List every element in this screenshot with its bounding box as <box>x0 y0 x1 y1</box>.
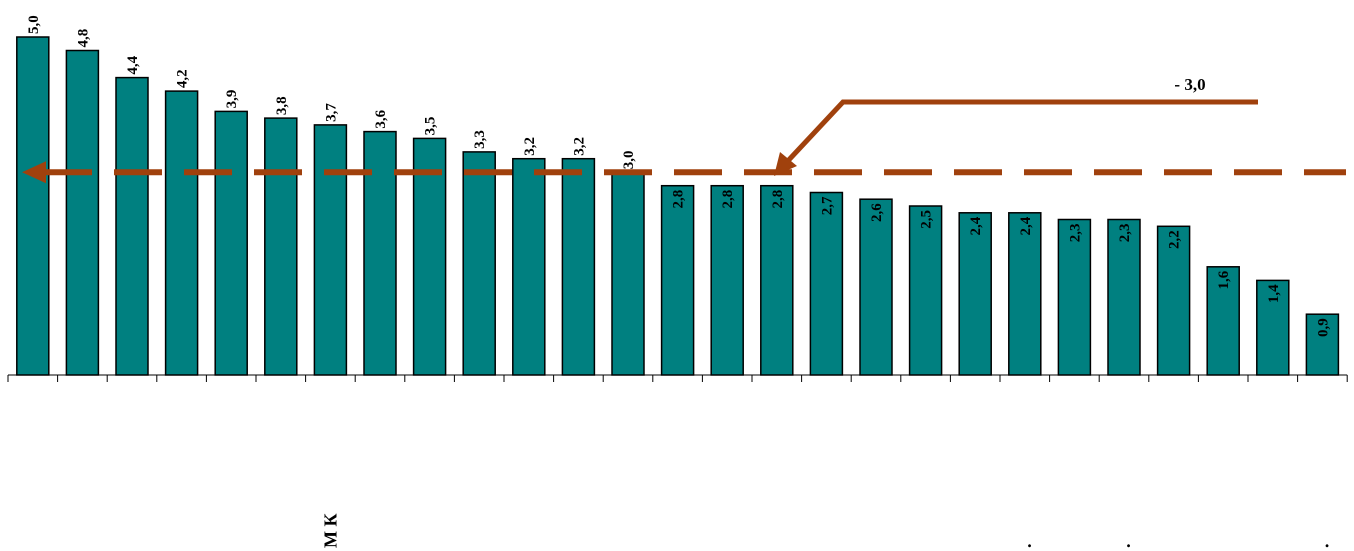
bar-value-label: 3,2 <box>522 137 538 156</box>
bar-value-label: 4,2 <box>175 69 191 88</box>
bar-value-label: 2,4 <box>968 216 984 235</box>
bar <box>264 117 298 376</box>
bar <box>16 36 50 376</box>
bar-value-label: 2,3 <box>1067 224 1083 243</box>
bar <box>908 205 943 376</box>
category-label: . <box>1114 544 1134 549</box>
bar-value-label: 0,9 <box>1315 318 1331 337</box>
reference-line-group: - 3,0 <box>22 75 1346 184</box>
category-labels-group: М К... <box>320 513 1332 548</box>
bar-value-label: 2,6 <box>869 203 885 222</box>
bar <box>760 184 794 376</box>
bar <box>809 191 844 376</box>
reference-value-label: - 3,0 <box>1174 75 1205 94</box>
bar <box>462 151 496 376</box>
bar-value-label: 2,2 <box>1167 230 1183 249</box>
bar-value-label: 3,6 <box>373 109 389 128</box>
bar <box>660 184 695 376</box>
bar-value-label: 3,3 <box>472 130 488 149</box>
bar <box>214 110 248 376</box>
bar <box>512 157 546 376</box>
bar-value-label: 3,7 <box>323 103 339 122</box>
bar <box>710 184 744 376</box>
bar <box>313 124 348 376</box>
bar-value-label: 2,3 <box>1117 224 1133 243</box>
bar <box>1156 225 1191 376</box>
bar-value-label: 3,9 <box>224 90 240 109</box>
bar-value-label: 1,4 <box>1266 284 1282 303</box>
bar-value-label: 2,8 <box>720 190 736 209</box>
category-label: . <box>1015 544 1035 549</box>
bar <box>1008 212 1042 376</box>
bar-value-label: 2,7 <box>819 196 835 215</box>
callout-arrow <box>783 99 1258 166</box>
bar <box>611 171 645 376</box>
bar-value-label: 4,8 <box>75 29 91 48</box>
bar-value-label: 4,4 <box>125 55 141 74</box>
bar <box>1256 279 1290 376</box>
bar-value-label: 3,8 <box>274 96 290 115</box>
bar <box>115 76 149 376</box>
category-label: . <box>1312 544 1332 549</box>
bar <box>561 157 596 376</box>
category-label: М К <box>320 513 340 548</box>
bar-value-label: 5,0 <box>26 15 42 34</box>
bar-value-label: 3,0 <box>621 150 637 169</box>
bar <box>1107 218 1141 376</box>
x-axis <box>7 374 1348 382</box>
bar <box>65 49 100 376</box>
bar <box>958 212 992 376</box>
reference-arrowhead <box>22 161 46 184</box>
bar-value-label: 2,5 <box>919 210 935 229</box>
bar-value-label: 2,8 <box>671 190 687 209</box>
bar <box>1057 218 1092 376</box>
bar <box>363 130 397 376</box>
value-labels-group: 5,0 4,8 4,4 4,2 3,9 3,8 3,7 3,6 3,5 3,3 3,2 3,2 3,0 2… <box>26 15 1332 337</box>
bar <box>859 198 893 376</box>
bar-value-label: 3,5 <box>423 117 439 136</box>
bar-value-label: 1,6 <box>1216 270 1232 289</box>
bar-value-label: 2,4 <box>1018 216 1034 235</box>
bar-value-label: 3,2 <box>571 137 587 156</box>
bars-group <box>16 36 1340 376</box>
bar <box>164 90 199 376</box>
callout-arrowhead <box>774 152 797 176</box>
bar-value-label: 2,8 <box>770 190 786 209</box>
bar <box>1305 313 1340 376</box>
